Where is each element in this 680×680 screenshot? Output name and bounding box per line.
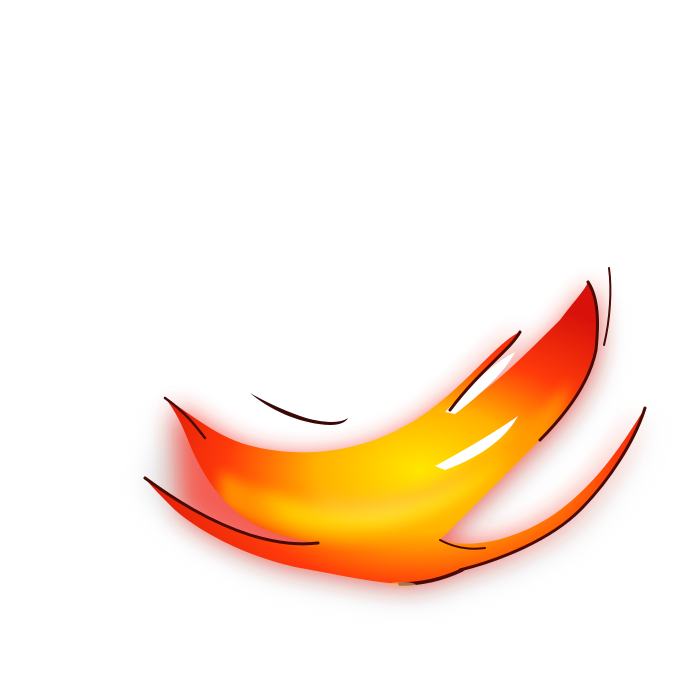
flame-gaps	[435, 352, 518, 470]
flame-tip	[388, 582, 416, 588]
flame-edges	[143, 267, 647, 586]
flame-crescent	[250, 393, 348, 425]
flame-core	[220, 380, 570, 542]
flame-body	[145, 282, 645, 585]
